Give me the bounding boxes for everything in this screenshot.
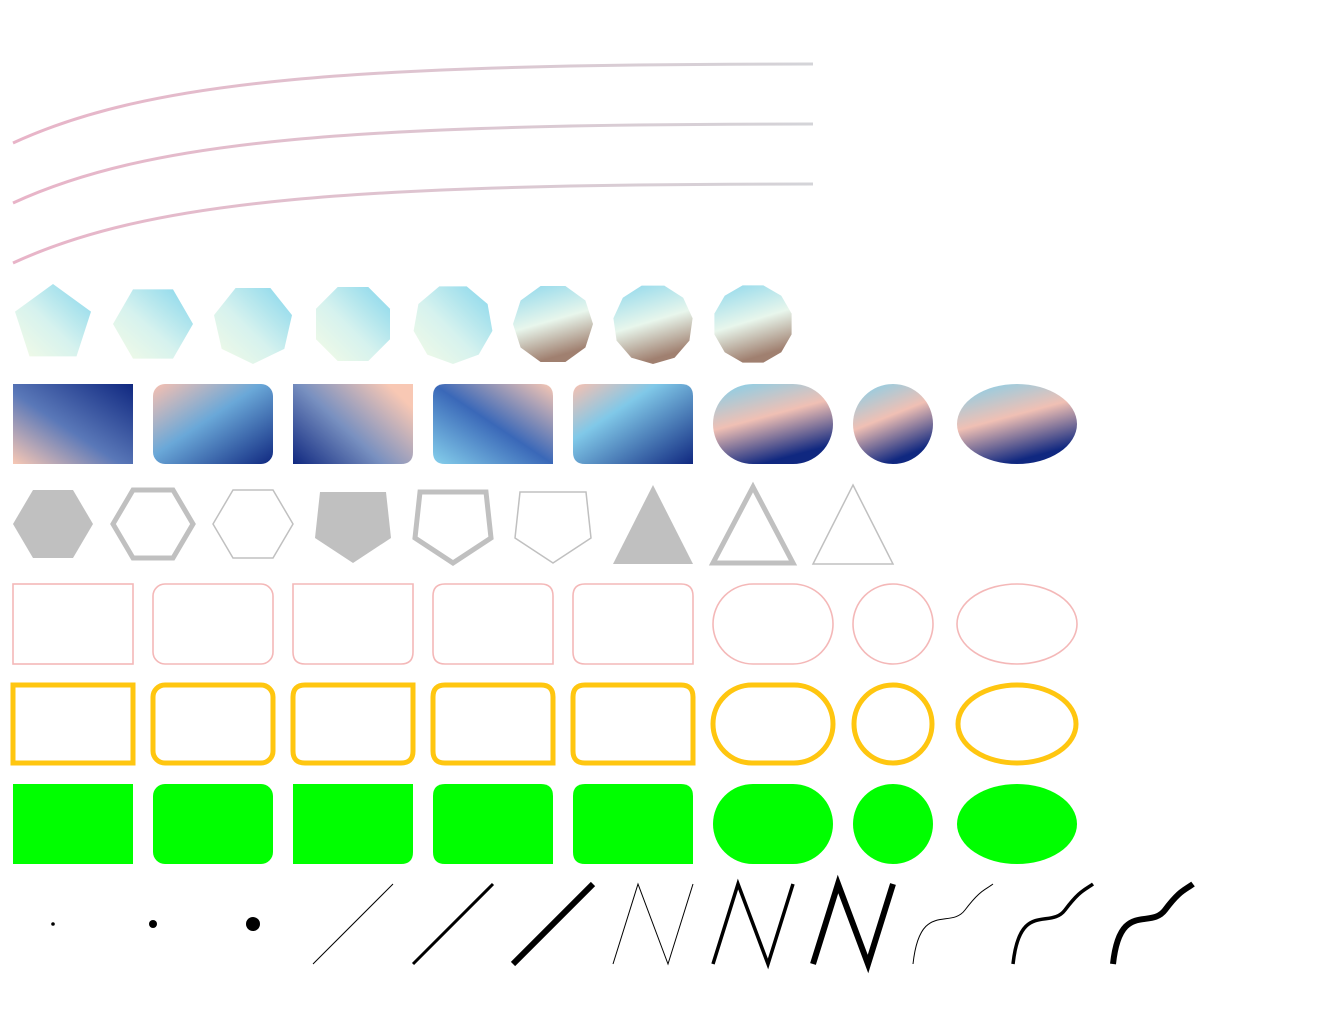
wave-thin bbox=[913, 884, 993, 964]
pink-tab-rect bbox=[573, 584, 693, 664]
gradient-pentagon bbox=[15, 284, 91, 356]
gradient-nonagon bbox=[414, 286, 493, 364]
green-cut-corner-rect bbox=[293, 784, 413, 864]
pink-rounded-rect bbox=[153, 584, 273, 664]
triangle-filled bbox=[613, 485, 693, 564]
pink-capsule bbox=[713, 584, 833, 664]
zigzag-thin bbox=[613, 884, 693, 964]
green-fill-row bbox=[13, 784, 1077, 864]
gradient-cut-corner-rect bbox=[293, 384, 413, 464]
wave-medium bbox=[1013, 884, 1093, 964]
line-thick bbox=[513, 884, 593, 964]
green-ellipse bbox=[957, 784, 1077, 864]
orange-capsule bbox=[713, 685, 833, 763]
gradient-ellipse bbox=[957, 384, 1077, 464]
pink-outline-row bbox=[13, 584, 1077, 664]
hexagon-thick-outline bbox=[113, 490, 193, 558]
gradient-tab-rect bbox=[573, 384, 693, 464]
dot-small bbox=[51, 922, 55, 926]
green-circle bbox=[853, 784, 933, 864]
curves-row bbox=[13, 64, 813, 263]
orange-ellipse bbox=[958, 685, 1076, 763]
gray-polygons-row bbox=[13, 485, 893, 564]
green-tab-rect bbox=[573, 784, 693, 864]
triangle-thin-outline bbox=[813, 485, 893, 564]
orange-rect bbox=[13, 685, 133, 763]
gradient-decagon bbox=[513, 286, 593, 362]
dot-medium bbox=[149, 920, 157, 928]
strokes-row bbox=[51, 884, 1193, 964]
gradient-cut-corner-rect-2 bbox=[433, 384, 553, 464]
gradient-hexagon bbox=[113, 289, 193, 358]
pink-rect bbox=[13, 584, 133, 664]
gradient-hendecagon bbox=[613, 286, 692, 364]
line-thin bbox=[313, 884, 393, 964]
pentagon-thick-outline bbox=[415, 492, 491, 563]
green-cut-corner-rect-2 bbox=[433, 784, 553, 864]
dot-large bbox=[246, 917, 260, 931]
hexagon-filled bbox=[13, 490, 93, 558]
pink-circle bbox=[853, 584, 933, 664]
gradient-polygons-row bbox=[15, 284, 792, 364]
line-medium bbox=[413, 884, 493, 964]
gradient-shapes-row bbox=[13, 384, 1077, 464]
gradient-rect bbox=[13, 384, 133, 464]
orange-circle bbox=[854, 685, 932, 763]
pink-cut-corner-rect bbox=[293, 584, 413, 664]
gradient-dodecagon bbox=[714, 285, 791, 362]
pentagon-filled bbox=[315, 492, 391, 563]
zigzag-medium bbox=[713, 884, 793, 964]
pink-ellipse bbox=[957, 584, 1077, 664]
gradient-circle bbox=[853, 384, 933, 464]
wave-thick bbox=[1113, 884, 1193, 964]
gradient-capsule bbox=[713, 384, 833, 464]
orange-outline-row bbox=[13, 685, 1076, 763]
green-rounded-rect bbox=[153, 784, 273, 864]
gradient-heptagon bbox=[214, 288, 292, 364]
pink-cut-corner-rect-2 bbox=[433, 584, 553, 664]
gradient-rounded-rect bbox=[153, 384, 273, 464]
gradient-octagon bbox=[316, 287, 390, 361]
orange-cut-corner-rect bbox=[293, 685, 413, 763]
triangle-thick-outline bbox=[713, 487, 793, 563]
green-rect bbox=[13, 784, 133, 864]
zigzag-thick bbox=[813, 884, 893, 964]
pentagon-thin-outline bbox=[515, 492, 591, 563]
hexagon-thin-outline bbox=[213, 490, 293, 558]
orange-tab-rect bbox=[573, 685, 693, 763]
curve-line bbox=[13, 184, 813, 263]
orange-rounded-rect bbox=[153, 685, 273, 763]
green-capsule bbox=[713, 784, 833, 864]
orange-cut-corner-rect-2 bbox=[433, 685, 553, 763]
